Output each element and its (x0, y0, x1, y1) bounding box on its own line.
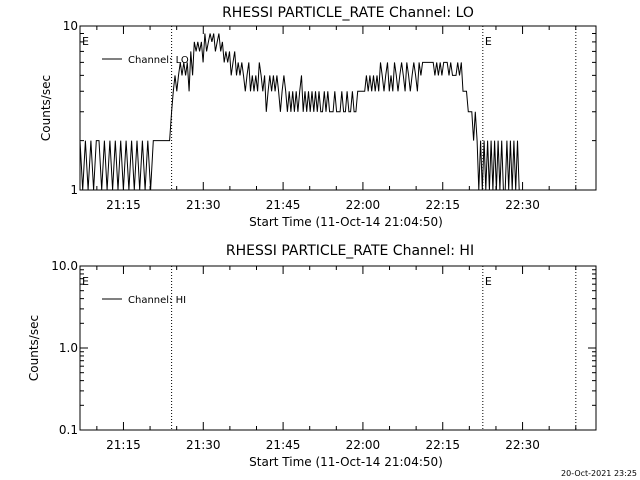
x-tick-label: 22:15 (425, 198, 460, 212)
x-tick-label: 21:30 (186, 438, 221, 452)
panel-lo-event-lines (171, 26, 577, 190)
panel-hi-channel: RHESSI PARTICLE_RATE Channel: HI 21:15 21… (27, 243, 597, 469)
panel-hi-legend: Channel: HI (102, 295, 186, 306)
x-tick-label: 22:00 (346, 438, 381, 452)
x-tick-label: 21:30 (186, 198, 221, 212)
panel-lo-legend-label: Channel: LO (128, 55, 189, 66)
y-tick-label: 10.0 (51, 259, 78, 273)
flag-label: E (82, 275, 89, 288)
panel-lo-xlabel: Start Time (11-Oct-14 21:04:50) (249, 215, 443, 229)
series-line (79, 33, 525, 191)
panel-lo-title: RHESSI PARTICLE_RATE Channel: LO (222, 5, 474, 21)
panel-hi-event-lines (171, 266, 577, 430)
panel-hi-title: RHESSI PARTICLE_RATE Channel: HI (226, 243, 474, 259)
y-tick-label: 0.1 (59, 423, 78, 437)
panel-lo-legend: Channel: LO (102, 55, 189, 66)
flag-label: E (485, 275, 492, 288)
x-tick-label: 22:15 (425, 438, 460, 452)
y-tick-label: 1 (70, 183, 78, 197)
x-tick-label: 21:45 (266, 198, 301, 212)
panel-hi-legend-label: Channel: HI (128, 295, 186, 306)
panel-lo-series (79, 33, 525, 191)
x-tick-label: 21:45 (266, 438, 301, 452)
panel-lo-ylabel: Counts/sec (39, 75, 53, 141)
x-tick-label: 22:30 (505, 438, 540, 452)
panel-lo-channel: RHESSI PARTICLE_RATE Channel: LO 21:15 21… (39, 5, 597, 229)
render-timestamp: 20-Oct-2021 23:25 (561, 469, 637, 478)
flag-label: E (82, 35, 89, 48)
panel-lo-ticks: 21:15 21:30 21:45 22:00 22:15 22:30 1 10 (63, 19, 596, 212)
panel-hi-ylabel: Counts/sec (27, 315, 41, 381)
panel-lo-plot-frame (79, 25, 597, 191)
panel-hi-xlabel: Start Time (11-Oct-14 21:04:50) (249, 455, 443, 469)
x-tick-label: 21:15 (106, 198, 141, 212)
y-tick-label: 10 (63, 19, 78, 33)
panel-hi-plot-frame (79, 265, 597, 431)
x-tick-label: 22:30 (505, 198, 540, 212)
x-tick-label: 21:15 (106, 438, 141, 452)
x-tick-label: 22:00 (346, 198, 381, 212)
y-tick-label: 1.0 (59, 341, 78, 355)
flag-label: E (485, 35, 492, 48)
